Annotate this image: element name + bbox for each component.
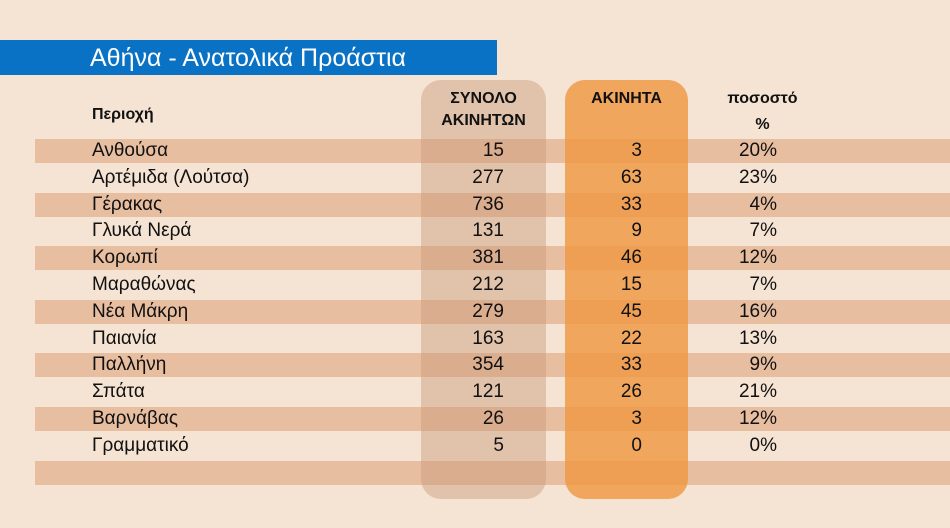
row-total: 131 [472, 220, 504, 242]
row-region: Κορωπί [92, 247, 158, 269]
row-stripe [35, 353, 950, 378]
row-stripe [35, 139, 950, 163]
header-total-line1: ΣΥΝΟΛΟ [450, 90, 517, 107]
row-unsold: 15 [620, 274, 642, 295]
row-unsold: 45 [620, 300, 642, 322]
row-total: 277 [472, 166, 504, 188]
header-pct-line1: ποσοστό [727, 90, 798, 107]
row-stripe [35, 299, 950, 324]
row-unsold: 3 [631, 408, 642, 429]
row-unsold: 22 [620, 327, 642, 349]
row-total: 279 [472, 300, 504, 322]
row-pct: 12% [738, 408, 777, 429]
row-region: Γραμματικό [92, 434, 189, 456]
row-unsold: 63 [620, 166, 642, 188]
row-region: Μαραθώνας [92, 274, 196, 295]
row-region: Σπάτα [92, 381, 145, 403]
unsold-column-highlight [565, 80, 688, 499]
row-region: Γλυκά Νερά [92, 220, 192, 242]
total-column-highlight [421, 80, 546, 499]
row-stripe [35, 246, 950, 271]
row-pct: 13% [738, 327, 777, 349]
row-pct: 16% [738, 300, 777, 322]
row-total: 381 [472, 247, 504, 269]
row-stripe [35, 407, 950, 431]
row-pct: 23% [738, 166, 777, 188]
row-unsold: 33 [620, 354, 642, 376]
row-region: Ανθούσα [92, 140, 169, 161]
row-region: Βαρνάβας [92, 408, 179, 429]
header-total: ΣΥΝΟΛΟ ΑΚΙΝΗΤΩΝ [421, 88, 546, 132]
row-total: 354 [472, 354, 504, 376]
row-region: Νέα Μάκρη [92, 300, 189, 322]
row-total: 736 [472, 193, 504, 215]
row-total: 163 [472, 327, 504, 349]
row-region: Γέρακας [92, 193, 163, 215]
row-unsold: 26 [620, 381, 642, 403]
row-region: Παλλήνη [92, 354, 167, 376]
header-pct-line2: % [755, 116, 770, 133]
chart-title: Αθήνα - Ανατολικά Προάστια [90, 44, 406, 72]
row-pct: 21% [738, 381, 777, 403]
row-region: Αρτέμιδα (Λούτσα) [92, 166, 250, 188]
header-region: Περιοχή [92, 106, 154, 123]
row-pct: 7% [749, 220, 777, 242]
row-stripe [35, 192, 950, 217]
header-pct: ποσοστό % [705, 88, 820, 136]
row-region: Παιανία [92, 327, 157, 349]
row-pct: 7% [749, 274, 777, 295]
row-unsold: 46 [620, 247, 642, 269]
row-total: 5 [493, 434, 504, 456]
row-pct: 4% [749, 193, 777, 215]
row-total: 212 [472, 274, 504, 295]
row-unsold: 0 [631, 434, 642, 456]
row-total: 15 [482, 140, 504, 161]
title-bar [0, 40, 497, 75]
row-unsold: 3 [631, 140, 642, 161]
row-pct: 9% [749, 354, 777, 376]
row-pct: 0% [749, 434, 777, 456]
row-unsold: 33 [620, 193, 642, 215]
header-total-line2: ΑΚΙΝΗΤΩΝ [441, 112, 526, 129]
header-unsold: ΑΚΙΝΗΤΑ [591, 90, 662, 107]
row-stripe [35, 460, 950, 485]
row-pct: 12% [738, 247, 777, 269]
row-total: 121 [472, 381, 504, 403]
row-total: 26 [482, 408, 504, 429]
row-pct: 20% [738, 140, 777, 161]
row-unsold: 9 [631, 220, 642, 242]
